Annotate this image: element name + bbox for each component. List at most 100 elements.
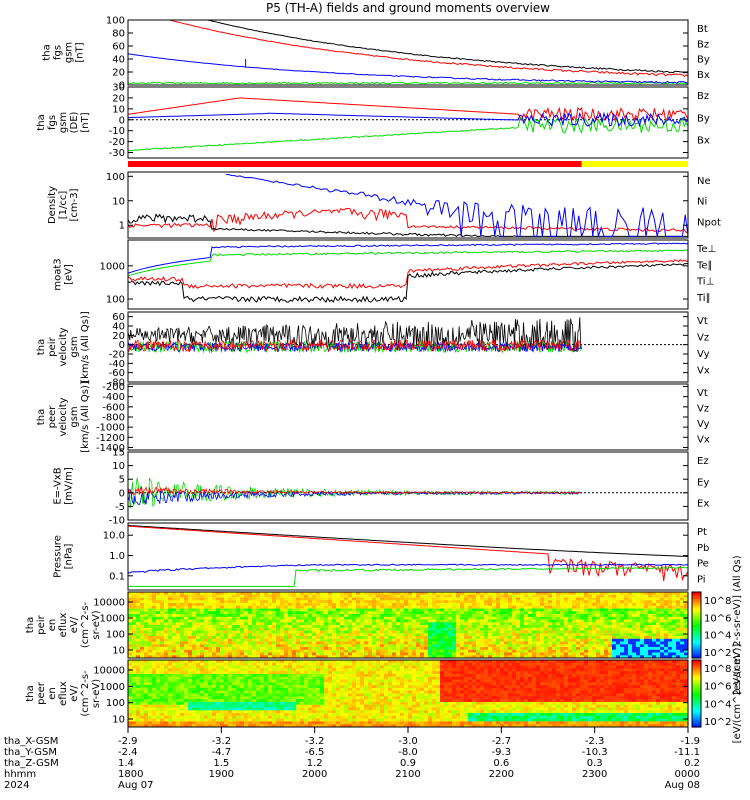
x-tick-label: -2.3 — [585, 736, 605, 747]
series-Ex — [128, 489, 582, 506]
legend-Pb: Pb — [697, 543, 709, 554]
series-Bz — [128, 97, 688, 123]
y-axis-label: sr-eV) — [91, 679, 102, 708]
panel-frame — [127, 86, 689, 159]
legend-Te∥: Te∥ — [696, 260, 713, 271]
y-tick-label: 1.0 — [109, 551, 125, 562]
mode-bar-red — [128, 161, 582, 167]
series-Te-par — [128, 263, 688, 303]
series-Bx — [128, 53, 688, 85]
y-tick-label: 0 — [119, 81, 125, 92]
y-tick-label: 0 — [119, 340, 125, 351]
panel-p6: -200-400-600-800-1000-1200-1400 tha peer ve… — [36, 381, 710, 454]
y-axis-label: sr-eV) — [91, 610, 102, 639]
y-axis-label: Pressure — [53, 535, 64, 578]
y-tick-label: 100 — [106, 698, 125, 709]
y-axis-label: [km/s (All Qs)] — [80, 311, 91, 383]
y-tick-label: 20 — [112, 93, 125, 104]
x-tick-label: -2.7 — [492, 736, 512, 747]
y-tick-label: 40 — [112, 55, 125, 66]
x-row-label: tha_Z-GSM — [4, 758, 59, 769]
series-Ne — [128, 207, 688, 233]
y-tick-label: 0.1 — [109, 571, 125, 582]
legend-Npot: Npot — [697, 217, 721, 228]
y-axis-label: [nPa] — [64, 543, 75, 569]
series-Pt — [128, 524, 688, 557]
y-tick-label: 15 — [112, 448, 125, 459]
y-axis-label: peir — [36, 614, 47, 634]
y-axis-label: peer — [47, 405, 58, 429]
legend-By: By — [697, 113, 710, 124]
x-tick-label: -9.3 — [492, 747, 512, 758]
series-Vz — [128, 338, 582, 353]
legend-Bz: Bz — [697, 91, 709, 102]
x-tick-label: 2200 — [489, 769, 514, 780]
y-tick-label: -600 — [102, 402, 125, 413]
y-tick-label: -40 — [109, 359, 125, 370]
legend-Te⊥: Te⊥ — [696, 244, 716, 255]
y-tick-label: 1000 — [100, 682, 125, 693]
y-axis-label: moat3 — [53, 258, 64, 290]
x-tick-label: 0.9 — [400, 758, 416, 769]
y-tick-label: 10 — [112, 196, 125, 207]
y-axis-label: gsm — [58, 112, 69, 133]
x-tick-label: 0000 — [675, 769, 700, 780]
series-Pe — [128, 566, 688, 587]
y-tick-label: 10.0 — [103, 531, 125, 542]
y-tick-label: 1000 — [100, 614, 125, 625]
legend-Bx: Bx — [697, 70, 710, 81]
y-axis-label: eflux — [58, 681, 69, 706]
series-By — [128, 81, 688, 85]
panel-frame — [127, 522, 689, 591]
plot-area-p8 — [128, 524, 688, 587]
x-tick-label: -3.2 — [305, 736, 325, 747]
colorbar-tick: 10^4 — [704, 631, 731, 642]
y-tick-label: 80 — [112, 29, 125, 40]
x-tick-label: -10.3 — [582, 747, 608, 758]
legend-Ey: Ey — [697, 477, 709, 488]
y-axis-label: fgs — [53, 45, 64, 60]
y-tick-label: 10 — [112, 104, 125, 115]
legend-Bz: Bz — [697, 39, 709, 50]
y-axis-label: fgs — [47, 115, 58, 130]
y-axis-label: [1/cc] — [58, 191, 69, 220]
series-Pi — [128, 563, 688, 574]
y-axis-label: Density — [47, 186, 58, 224]
mode-bar-yellow — [581, 161, 688, 167]
y-axis-label: [nT] — [75, 42, 86, 62]
y-tick-label: -60 — [109, 368, 125, 379]
panel-frame — [127, 311, 689, 383]
panel-p4: 1000 100 moat3 [eV] Te⊥ Te∥ Ti⊥ Ti∥ — [53, 239, 716, 310]
colorbar-label: [eV/(cm^2-s-sr-eV)] — [732, 644, 743, 744]
y-tick-label: 0 — [119, 488, 125, 499]
legend-Pe: Pe — [697, 559, 709, 570]
legend-Vy: Vy — [697, 419, 710, 430]
y-axis-label: [mV/m] — [64, 467, 75, 505]
y-axis-label: tha — [36, 409, 47, 425]
series-Ez — [128, 485, 582, 496]
y-tick-label: -10 — [109, 516, 125, 527]
plot-area-p1 — [128, 20, 688, 85]
y-tick-label: 10000 — [93, 666, 125, 677]
x-tick-label: 1800 — [118, 769, 143, 780]
legend-Ni: Ni — [697, 197, 707, 208]
panel-p3: 100 10 1 Density [1/cc] [cm-3] Ne Ni Npot — [47, 171, 721, 239]
y-tick-label: 30 — [112, 83, 125, 94]
legend-Vt: Vt — [697, 388, 708, 399]
legend-Vy: Vy — [697, 349, 710, 360]
y-axis-label: E=-VxB — [53, 467, 64, 504]
panel-frame — [127, 591, 689, 659]
x-row-label: hhmm — [4, 769, 36, 780]
series-Bx — [128, 111, 688, 128]
y-tick-label: 1000 — [100, 261, 125, 272]
y-tick-label: 0 — [119, 115, 125, 126]
y-axis-label: velocity — [58, 397, 69, 436]
series-Ni — [128, 213, 688, 238]
colorbar-tick: 10^6 — [704, 682, 731, 693]
y-axis-label: [eV] — [64, 264, 75, 285]
colorbar-tick: 10^4 — [704, 699, 731, 710]
panel-frame — [127, 171, 689, 239]
y-tick-label: 60 — [112, 42, 125, 53]
